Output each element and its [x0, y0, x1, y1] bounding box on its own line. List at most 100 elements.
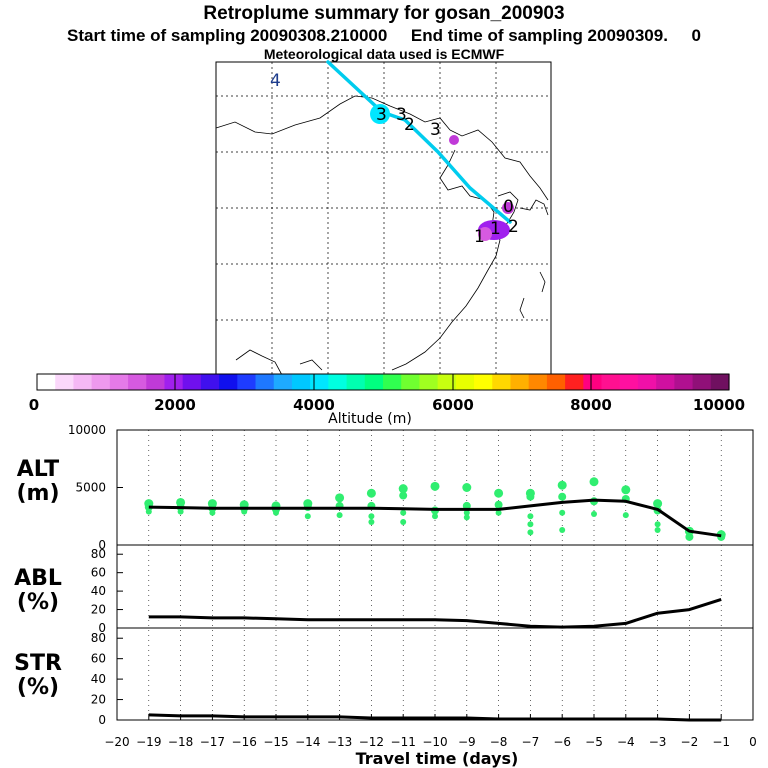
colorbar-cell [91, 374, 111, 390]
alt-cluster-point [559, 509, 566, 516]
colorbar-cell [291, 374, 311, 390]
colorbar-cell [146, 374, 166, 390]
colorbar-cell [546, 374, 566, 390]
x-tick-label: −6 [553, 735, 571, 749]
alt-cluster-point [398, 484, 408, 494]
colorbar-cell [37, 374, 56, 390]
colorbar-cell [528, 374, 548, 390]
alt-cluster-point [400, 509, 407, 516]
y-tick-label: 20 [91, 693, 106, 707]
alt-cluster-point [400, 519, 407, 525]
abl-line [148, 597, 722, 629]
cluster-label: 3 [396, 105, 407, 125]
x-tick-label: −10 [422, 735, 447, 749]
cluster-label: 2 [404, 115, 415, 135]
alt-cluster-point [399, 491, 408, 500]
colorbar-cell [383, 374, 402, 390]
y-tick-label: 5000 [75, 481, 106, 495]
colorbar-tick-label: 10000 [693, 396, 745, 414]
alt-cluster-point [622, 512, 629, 519]
alt-cluster-point [462, 483, 472, 492]
colorbar-cell [364, 374, 384, 390]
colorbar-frame [36, 373, 730, 391]
alt-cluster-point [335, 493, 345, 503]
y-tick-label: 0 [98, 621, 106, 635]
x-tick-label: −3 [649, 735, 667, 749]
abl-label: ABL [14, 566, 62, 591]
figure-title: Retroplume summary for gosan_200903 [203, 3, 565, 24]
colorbar-cell [219, 374, 238, 390]
colorbar-tick-label: 4000 [293, 396, 335, 414]
x-tick-label: −12 [359, 735, 384, 749]
alt-cluster-point [368, 519, 375, 525]
x-tick-label: −18 [168, 735, 193, 749]
colorbar-cell [237, 374, 257, 390]
colorbar-cell [328, 374, 348, 390]
x-tick-labels: −20 −19 −18 −17 −16 −15 −14 −13 −12 −11 −10 −9 −8 −7−… [104, 735, 756, 749]
y-tick-label: 60 [91, 566, 106, 580]
alt-cluster-point [526, 492, 535, 501]
trajectory-line [326, 60, 512, 224]
colorbar-cell [510, 374, 530, 390]
colorbar-cell [656, 374, 675, 390]
colorbar-cell [200, 374, 220, 390]
cluster-label: 1 [490, 219, 501, 239]
alt-cluster-point [241, 508, 248, 515]
alt-cluster-point [463, 509, 470, 516]
alt-cluster-point [177, 508, 184, 515]
map-particle-markers [370, 104, 514, 241]
y-tick-label: 80 [91, 631, 106, 645]
colorbar-cell [128, 374, 147, 390]
colorbar-cell [637, 374, 657, 390]
alt-cluster-point [558, 492, 567, 501]
alt-cluster-point [591, 510, 597, 517]
y-tick-label: 80 [91, 547, 106, 561]
colorbar-cell [492, 374, 512, 390]
alt-cluster-point [494, 500, 503, 509]
cluster-label: 2 [508, 217, 519, 237]
sampling-time-line: Start time of sampling 20090308.210000 E… [66, 26, 701, 45]
alt-mean-line [148, 498, 722, 538]
x-tick-label: −20 [104, 735, 129, 749]
y-tick-label: 0 [98, 538, 106, 552]
alt-cluster-point [494, 488, 504, 498]
cluster-label: 3 [376, 105, 387, 125]
colorbar-cell [437, 374, 457, 390]
map-cluster-labels: 4 3 3 2 3 0 1 2 1 [270, 71, 519, 247]
colorbar-cell [474, 374, 493, 390]
colorbar-tick-label: 6000 [432, 396, 474, 414]
cluster-label: 3 [430, 120, 441, 140]
colorbar-tick-label: 2000 [154, 396, 196, 414]
colorbar-axis-label: Altitude (m) [328, 411, 412, 427]
x-axis-label: Travel time (days) [356, 749, 519, 768]
x-tick-label: −5 [585, 735, 603, 749]
alt-cluster-point [621, 485, 631, 495]
colorbar-dividers [174, 374, 592, 390]
str-line [148, 713, 722, 722]
x-tick-label: −9 [458, 735, 476, 749]
alt-cluster-point [366, 488, 376, 498]
alt-cluster-point [557, 480, 567, 490]
colorbar-cell [109, 374, 129, 390]
panel-side-labels: ALT (m) ABL (%) STR (%) [14, 457, 62, 700]
y-tick-label: 60 [91, 652, 106, 666]
y-tick-label: 40 [91, 584, 106, 598]
particle-cluster-marker [370, 104, 390, 124]
alt-cluster-point [209, 509, 216, 516]
colorbar-cell [710, 374, 730, 390]
x-tick-label: −16 [232, 735, 257, 749]
y-tick-label: 20 [91, 603, 106, 617]
str-panel-frame [116, 627, 754, 721]
alt-cluster-point [336, 512, 343, 519]
alt-cluster-point [685, 532, 694, 541]
colorbar-cell [565, 374, 584, 390]
alt-cluster-point [368, 513, 375, 520]
str-label: STR [14, 651, 62, 676]
alt-cluster-point [654, 521, 661, 528]
colorbar-cell [401, 374, 421, 390]
alt-cluster-point [589, 477, 599, 487]
alt-cluster-point [304, 513, 311, 520]
particle-cluster-marker [478, 227, 492, 241]
